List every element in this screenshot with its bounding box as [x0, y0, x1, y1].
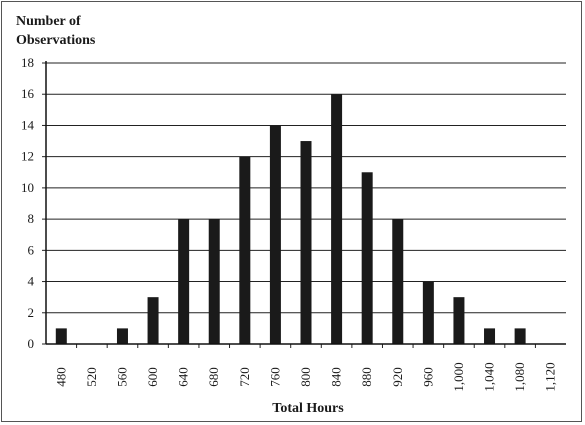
y-tick-label: 18 [21, 55, 34, 70]
bar-560 [116, 328, 128, 344]
bar-960 [422, 281, 434, 344]
bar-760 [269, 125, 281, 344]
x-tick-label: 600 [145, 367, 160, 387]
bar-600 [147, 297, 159, 344]
x-tick-label: 720 [237, 367, 252, 387]
x-tick-label: 880 [359, 367, 374, 387]
x-tick-label: 480 [53, 367, 68, 387]
y-tick-label: 8 [28, 211, 35, 226]
y-axis-title-line-2: Observations [16, 33, 96, 48]
bar-1040 [484, 328, 496, 344]
y-tick-label: 12 [21, 149, 34, 164]
x-tick-label: 1,120 [543, 362, 558, 391]
y-tick-label: 14 [21, 117, 35, 132]
x-tick-label: 960 [420, 367, 435, 387]
x-tick-label: 1,000 [451, 362, 466, 391]
bar-800 [300, 141, 312, 344]
x-tick-label: 800 [298, 367, 313, 387]
bar-680 [208, 219, 220, 344]
y-tick-label: 2 [28, 305, 35, 320]
x-tick-labels: 480 520 560 600 640 680 720 760 800 840 880 920 960 1… [53, 344, 558, 392]
bar-720 [239, 156, 251, 344]
y-tick-labels: 0 2 4 6 8 10 12 14 16 18 [21, 55, 46, 351]
bar-920 [392, 219, 404, 344]
x-tick-label: 760 [267, 367, 282, 387]
x-tick-label: 920 [390, 367, 405, 387]
y-tick-label: 6 [28, 242, 35, 257]
y-tick-label: 16 [21, 86, 35, 101]
bar-840 [331, 94, 343, 344]
x-tick-label: 1,040 [482, 362, 497, 391]
y-tick-label: 0 [28, 336, 35, 351]
x-tick-label: 560 [114, 367, 129, 387]
bar-480 [55, 328, 67, 344]
bar-640 [178, 219, 190, 344]
x-tick-label: 520 [84, 367, 99, 387]
y-axis-title-line-1: Number of [16, 14, 81, 29]
y-tick-label: 10 [21, 180, 34, 195]
x-tick-label: 1,080 [512, 362, 527, 391]
bar-880 [361, 172, 373, 344]
bars [55, 94, 526, 344]
x-tick-label: 640 [176, 367, 191, 387]
bar-1080 [514, 328, 526, 344]
bar-1000 [453, 297, 465, 344]
y-tick-label: 4 [28, 274, 35, 289]
x-axis-title: Total Hours [272, 401, 344, 416]
x-tick-label: 680 [206, 367, 221, 387]
x-tick-label: 840 [329, 367, 344, 387]
